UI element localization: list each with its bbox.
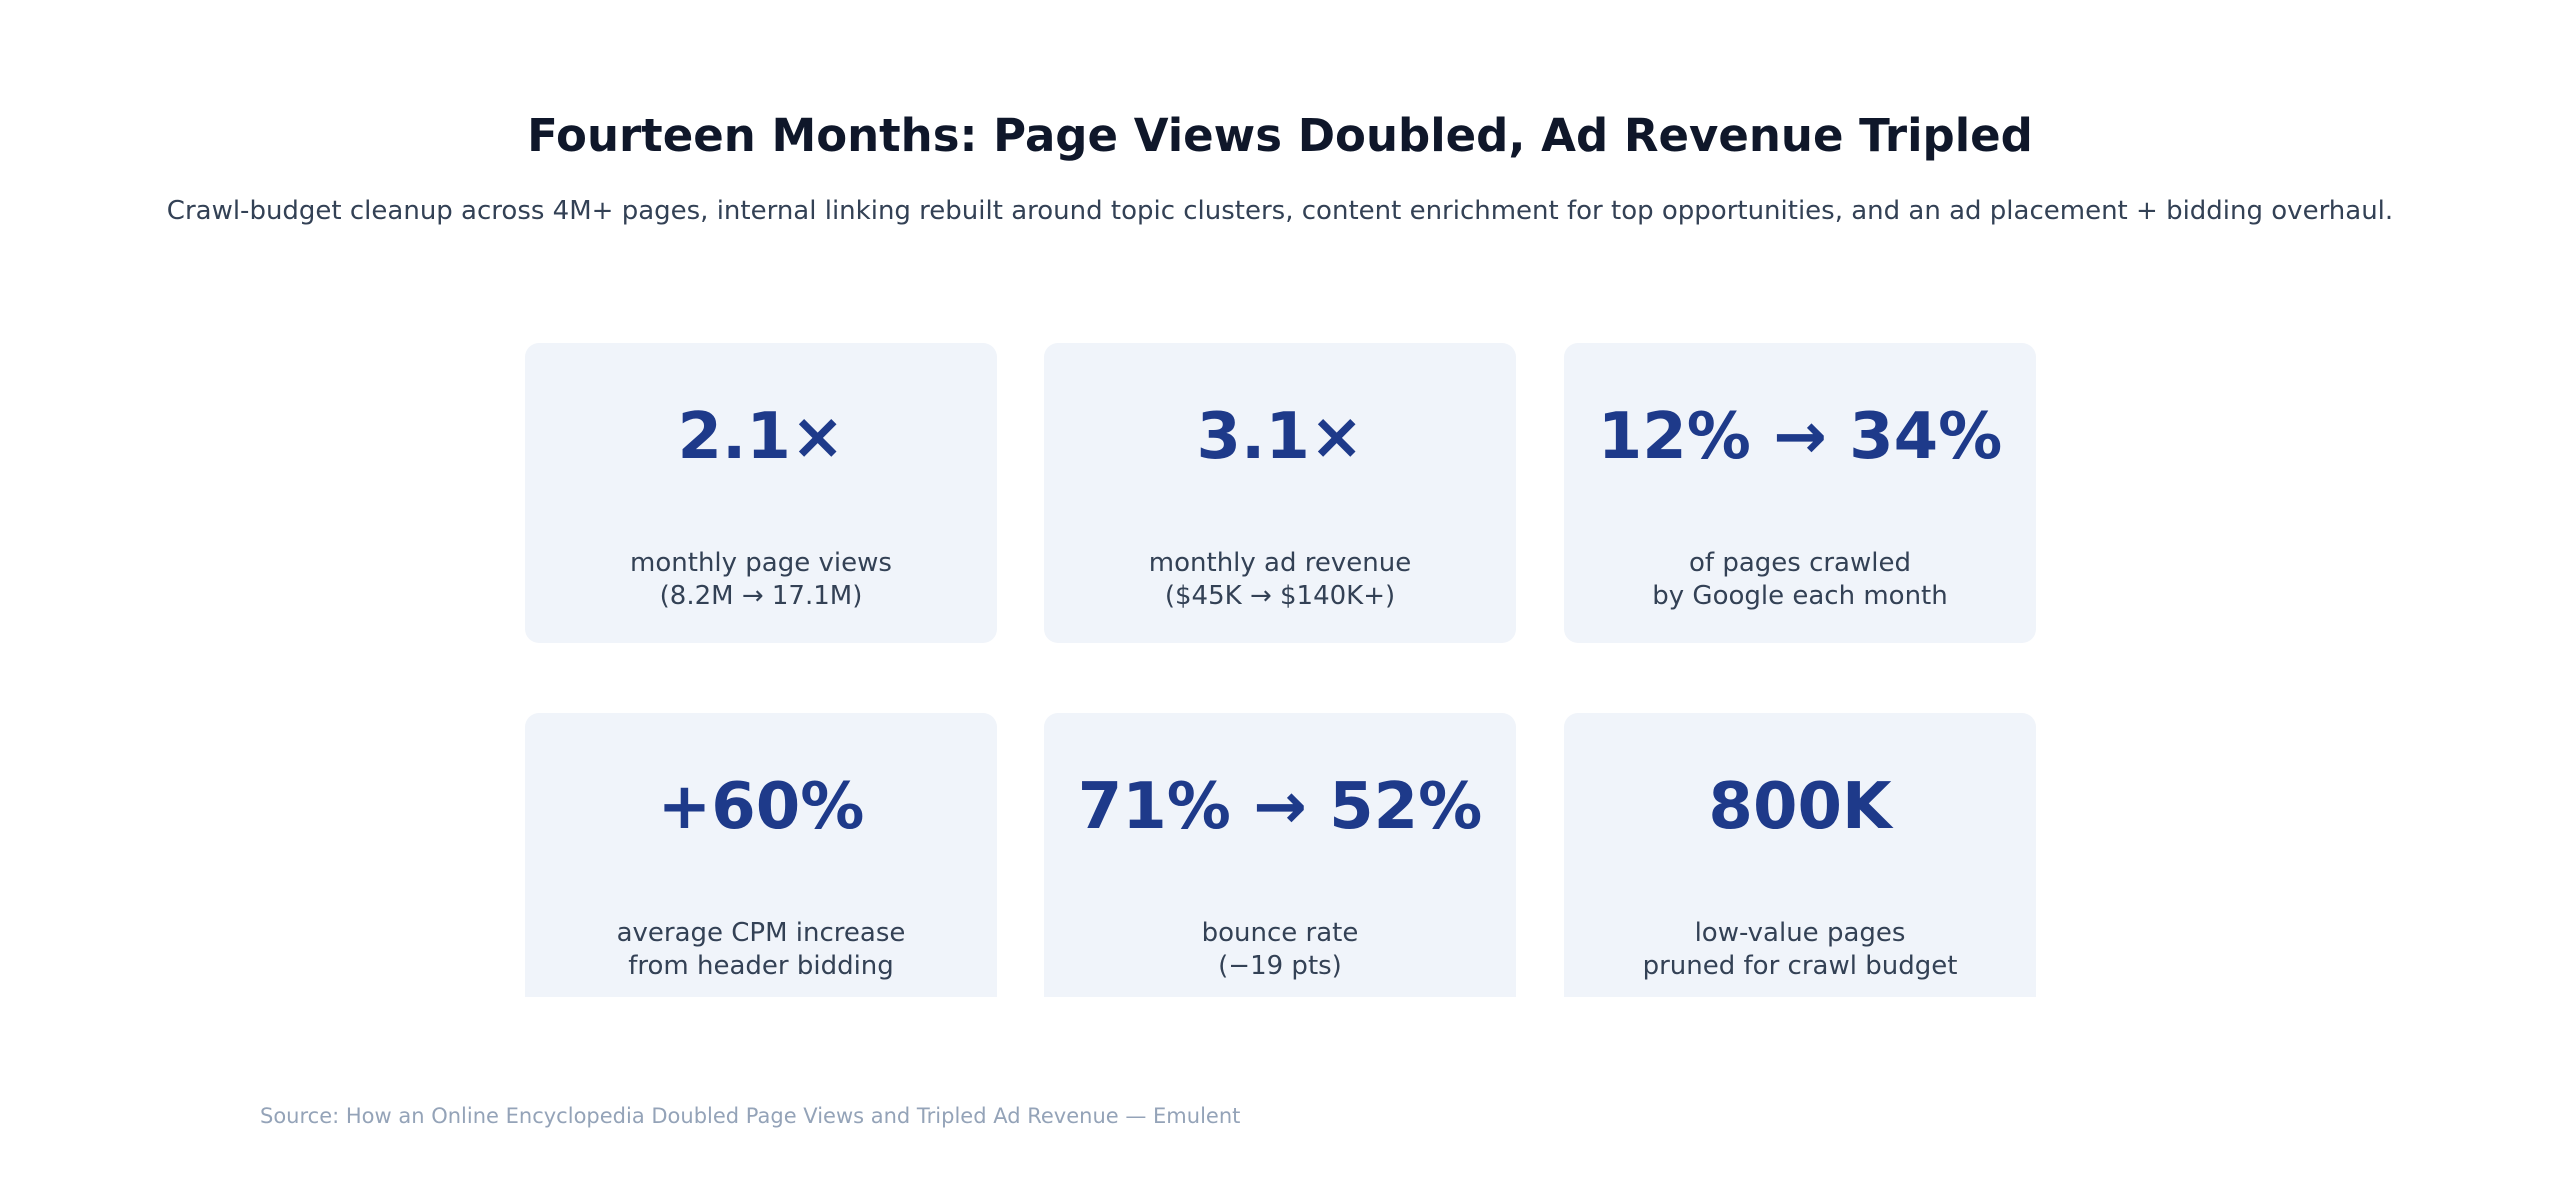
stat-card-bounce-rate: 71% → 52% bounce rate (−19 pts) xyxy=(1044,713,1516,997)
stat-label-line2: by Google each month xyxy=(1652,581,1948,611)
stat-label: of pages crawled by Google each month xyxy=(1564,547,2036,613)
stat-value: 800K xyxy=(1708,770,1892,844)
stat-label-line2: (−19 pts) xyxy=(1218,951,1342,981)
stat-label: average CPM increase from header bidding xyxy=(525,917,997,983)
stat-label-line1: monthly page views xyxy=(630,548,892,578)
stat-card-ad-revenue: 3.1× monthly ad revenue ($45K → $140K+) xyxy=(1044,343,1516,643)
stat-value: 3.1× xyxy=(1196,400,1364,474)
stat-card-pruned-pages: 800K low-value pages pruned for crawl bu… xyxy=(1564,713,2036,997)
stat-label-line1: monthly ad revenue xyxy=(1148,548,1412,578)
stat-label-line1: bounce rate xyxy=(1201,918,1359,948)
stat-card-pages-crawled: 12% → 34% of pages crawled by Google eac… xyxy=(1564,343,2036,643)
stat-label-line2: from header bidding xyxy=(628,951,894,981)
stat-card-page-views: 2.1× monthly page views (8.2M → 17.1M) xyxy=(525,343,997,643)
stat-label-line1: low-value pages xyxy=(1694,918,1906,948)
stat-value: 12% → 34% xyxy=(1597,400,2003,474)
stat-label-line1: average CPM increase xyxy=(616,918,906,948)
stat-label-line2: (8.2M → 17.1M) xyxy=(659,581,863,611)
stat-label: low-value pages pruned for crawl budget xyxy=(1564,917,2036,983)
stat-label-line2: ($45K → $140K+) xyxy=(1164,581,1396,611)
page-subtitle: Crawl-budget cleanup across 4M+ pages, i… xyxy=(166,196,2394,226)
stat-value: 71% → 52% xyxy=(1077,770,1483,844)
stat-value: 2.1× xyxy=(677,400,845,474)
stat-label: monthly ad revenue ($45K → $140K+) xyxy=(1044,547,1516,613)
source-citation: Source: How an Online Encyclopedia Doubl… xyxy=(260,1104,1241,1128)
stat-card-cpm: +60% average CPM increase from header bi… xyxy=(525,713,997,997)
stat-label: bounce rate (−19 pts) xyxy=(1044,917,1516,983)
stat-label: monthly page views (8.2M → 17.1M) xyxy=(525,547,997,613)
stat-value: +60% xyxy=(657,770,865,844)
stat-label-line2: pruned for crawl budget xyxy=(1642,951,1958,981)
stat-label-line1: of pages crawled xyxy=(1689,548,1911,578)
page-title: Fourteen Months: Page Views Doubled, Ad … xyxy=(527,109,2033,162)
